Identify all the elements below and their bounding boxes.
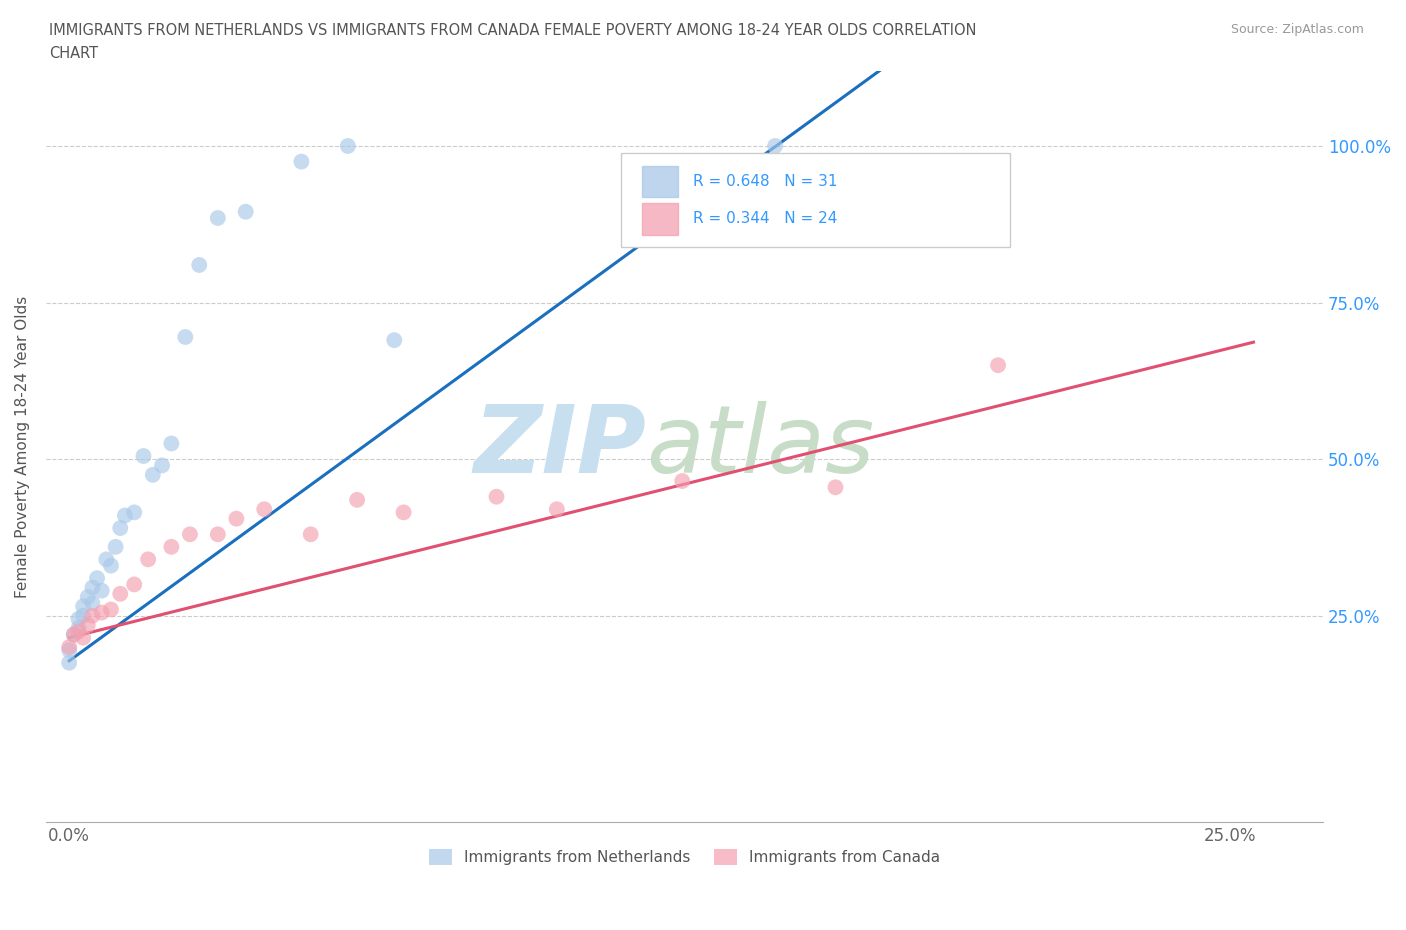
Point	[132, 448, 155, 463]
Point	[96, 551, 118, 566]
Point	[72, 631, 94, 645]
Text: ZIP: ZIP	[474, 401, 647, 493]
Point	[104, 539, 127, 554]
Point	[188, 258, 211, 272]
Point	[160, 436, 183, 451]
Point	[58, 656, 80, 671]
Point	[207, 210, 229, 225]
Point	[72, 599, 94, 614]
Point	[987, 358, 1010, 373]
Point	[179, 527, 201, 542]
Point	[110, 521, 132, 536]
Text: CHART: CHART	[49, 46, 98, 61]
Point	[76, 618, 98, 632]
Point	[90, 583, 112, 598]
Point	[235, 205, 257, 219]
Point	[763, 139, 786, 153]
Point	[72, 608, 94, 623]
Point	[86, 571, 108, 586]
Point	[336, 139, 359, 153]
Text: Source: ZipAtlas.com: Source: ZipAtlas.com	[1230, 23, 1364, 36]
Point	[346, 492, 368, 507]
Point	[100, 558, 122, 573]
Point	[299, 527, 322, 542]
Text: IMMIGRANTS FROM NETHERLANDS VS IMMIGRANTS FROM CANADA FEMALE POVERTY AMONG 18-24: IMMIGRANTS FROM NETHERLANDS VS IMMIGRANT…	[49, 23, 977, 38]
Point	[63, 627, 86, 642]
Point	[546, 502, 568, 517]
Point	[150, 458, 173, 472]
Point	[382, 333, 405, 348]
Point	[67, 621, 90, 636]
Point	[160, 539, 183, 554]
Point	[122, 577, 145, 591]
Bar	[643, 203, 678, 234]
Point	[225, 512, 247, 526]
FancyBboxPatch shape	[620, 153, 1011, 247]
Point	[142, 468, 165, 483]
Point	[392, 505, 415, 520]
Point	[114, 508, 136, 523]
Point	[90, 605, 112, 620]
Text: atlas: atlas	[647, 401, 875, 492]
Point	[824, 480, 846, 495]
Legend: Immigrants from Netherlands, Immigrants from Canada: Immigrants from Netherlands, Immigrants …	[423, 843, 946, 871]
Text: R = 0.344   N = 24: R = 0.344 N = 24	[693, 211, 838, 226]
Point	[100, 602, 122, 617]
Point	[174, 329, 197, 344]
Point	[290, 154, 312, 169]
Point	[76, 590, 98, 604]
Point	[253, 502, 276, 517]
Point	[67, 611, 90, 626]
Text: R = 0.648   N = 31: R = 0.648 N = 31	[693, 174, 838, 189]
Point	[810, 210, 832, 225]
Point	[82, 608, 104, 623]
Point	[136, 551, 159, 566]
Y-axis label: Female Poverty Among 18-24 Year Olds: Female Poverty Among 18-24 Year Olds	[15, 296, 30, 598]
Point	[58, 643, 80, 658]
Point	[63, 627, 86, 642]
Point	[67, 624, 90, 639]
Bar	[643, 166, 678, 197]
Point	[82, 596, 104, 611]
Point	[207, 527, 229, 542]
Point	[671, 473, 693, 488]
Point	[110, 587, 132, 602]
Point	[58, 640, 80, 655]
Point	[82, 580, 104, 595]
Point	[485, 489, 508, 504]
Point	[122, 505, 145, 520]
